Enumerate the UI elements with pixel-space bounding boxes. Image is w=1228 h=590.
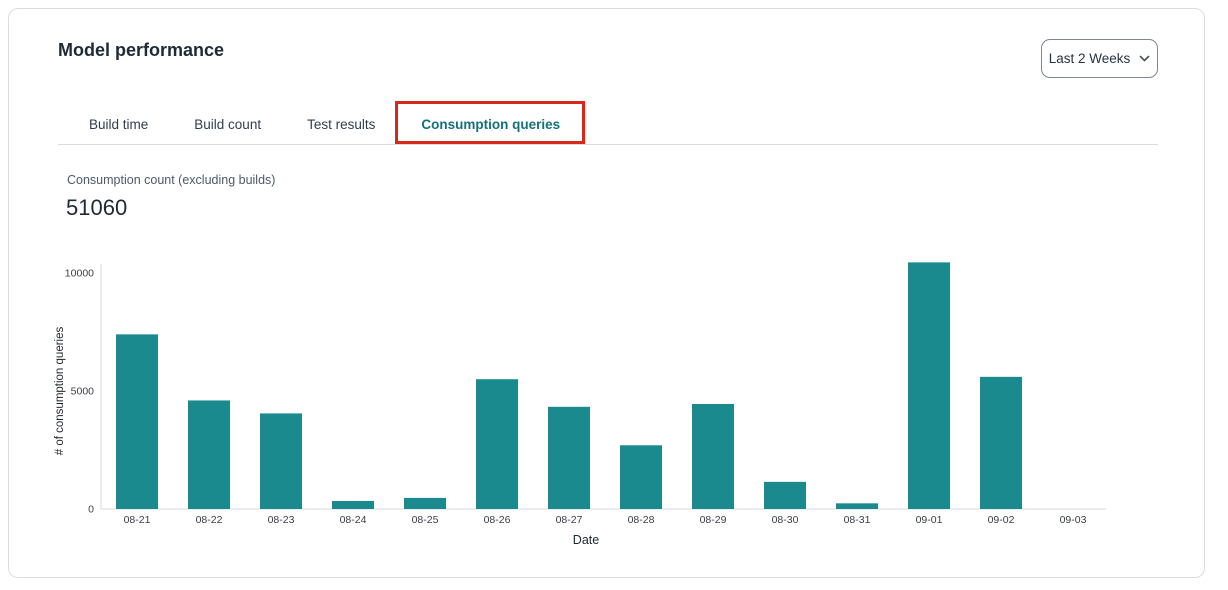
- tab-build-time[interactable]: Build time: [89, 116, 149, 132]
- x-tick-label-08-31: 08-31: [844, 514, 871, 526]
- bar-08-21[interactable]: [116, 334, 158, 509]
- bar-08-25[interactable]: [404, 497, 446, 509]
- x-tick-label-08-21: 08-21: [124, 514, 151, 526]
- bar-08-28[interactable]: [620, 445, 662, 509]
- bar-09-02[interactable]: [980, 376, 1022, 509]
- date-range-value: Last 2 Weeks: [1048, 51, 1131, 66]
- bar-08-30[interactable]: [764, 481, 806, 509]
- x-tick-label-08-25: 08-25: [412, 514, 439, 526]
- tab-build-count[interactable]: Build count: [194, 116, 262, 132]
- tab-bar: Build time Build count Test results Cons…: [58, 100, 1158, 145]
- metric-value: 51060: [66, 195, 128, 220]
- bar-08-26[interactable]: [476, 379, 518, 509]
- x-axis-title: Date: [573, 533, 599, 547]
- x-tick-label-08-28: 08-28: [628, 514, 655, 526]
- bar-08-24[interactable]: [332, 500, 374, 509]
- tab-consumption-queries-label: Consumption queries: [421, 116, 561, 132]
- bar-08-29[interactable]: [692, 403, 734, 509]
- bar-08-22[interactable]: [188, 400, 230, 509]
- metric-label: Consumption count (excluding builds): [67, 173, 276, 187]
- x-tick-label-08-27: 08-27: [556, 514, 583, 526]
- y-tick-label: 10000: [65, 268, 94, 280]
- y-tick-label: 5000: [71, 386, 95, 398]
- bar-09-01[interactable]: [908, 262, 950, 509]
- consumption-queries-chart: 0 5000 10000 # of consumption queries 08-21 0…: [41, 256, 1161, 556]
- x-tick-label-08-22: 08-22: [196, 514, 223, 526]
- y-axis-title: # of consumption queries: [54, 327, 66, 456]
- y-tick-label: 0: [88, 504, 94, 516]
- x-tick-label-09-03: 09-03: [1060, 514, 1087, 526]
- x-tick-label-08-26: 08-26: [484, 514, 511, 526]
- x-tick-label-08-24: 08-24: [340, 514, 367, 526]
- date-range-dropdown[interactable]: Last 2 Weeks: [1041, 39, 1158, 78]
- x-tick-label-09-01: 09-01: [916, 514, 943, 526]
- tab-consumption-queries[interactable]: Consumption queries: [395, 100, 586, 145]
- x-tick-label-09-02: 09-02: [988, 514, 1015, 526]
- x-tick-label-08-23: 08-23: [268, 514, 295, 526]
- bar-08-31[interactable]: [836, 503, 878, 509]
- bar-08-23[interactable]: [260, 413, 302, 509]
- x-tick-label-08-29: 08-29: [700, 514, 727, 526]
- bar-08-27[interactable]: [548, 406, 590, 509]
- x-tick-label-08-30: 08-30: [772, 514, 799, 526]
- chevron-down-icon: [1139, 55, 1150, 62]
- page-title: Model performance: [58, 40, 225, 60]
- tab-test-results[interactable]: Test results: [307, 116, 376, 132]
- model-performance-card: Model performance Last 2 Weeks Build tim…: [8, 8, 1205, 578]
